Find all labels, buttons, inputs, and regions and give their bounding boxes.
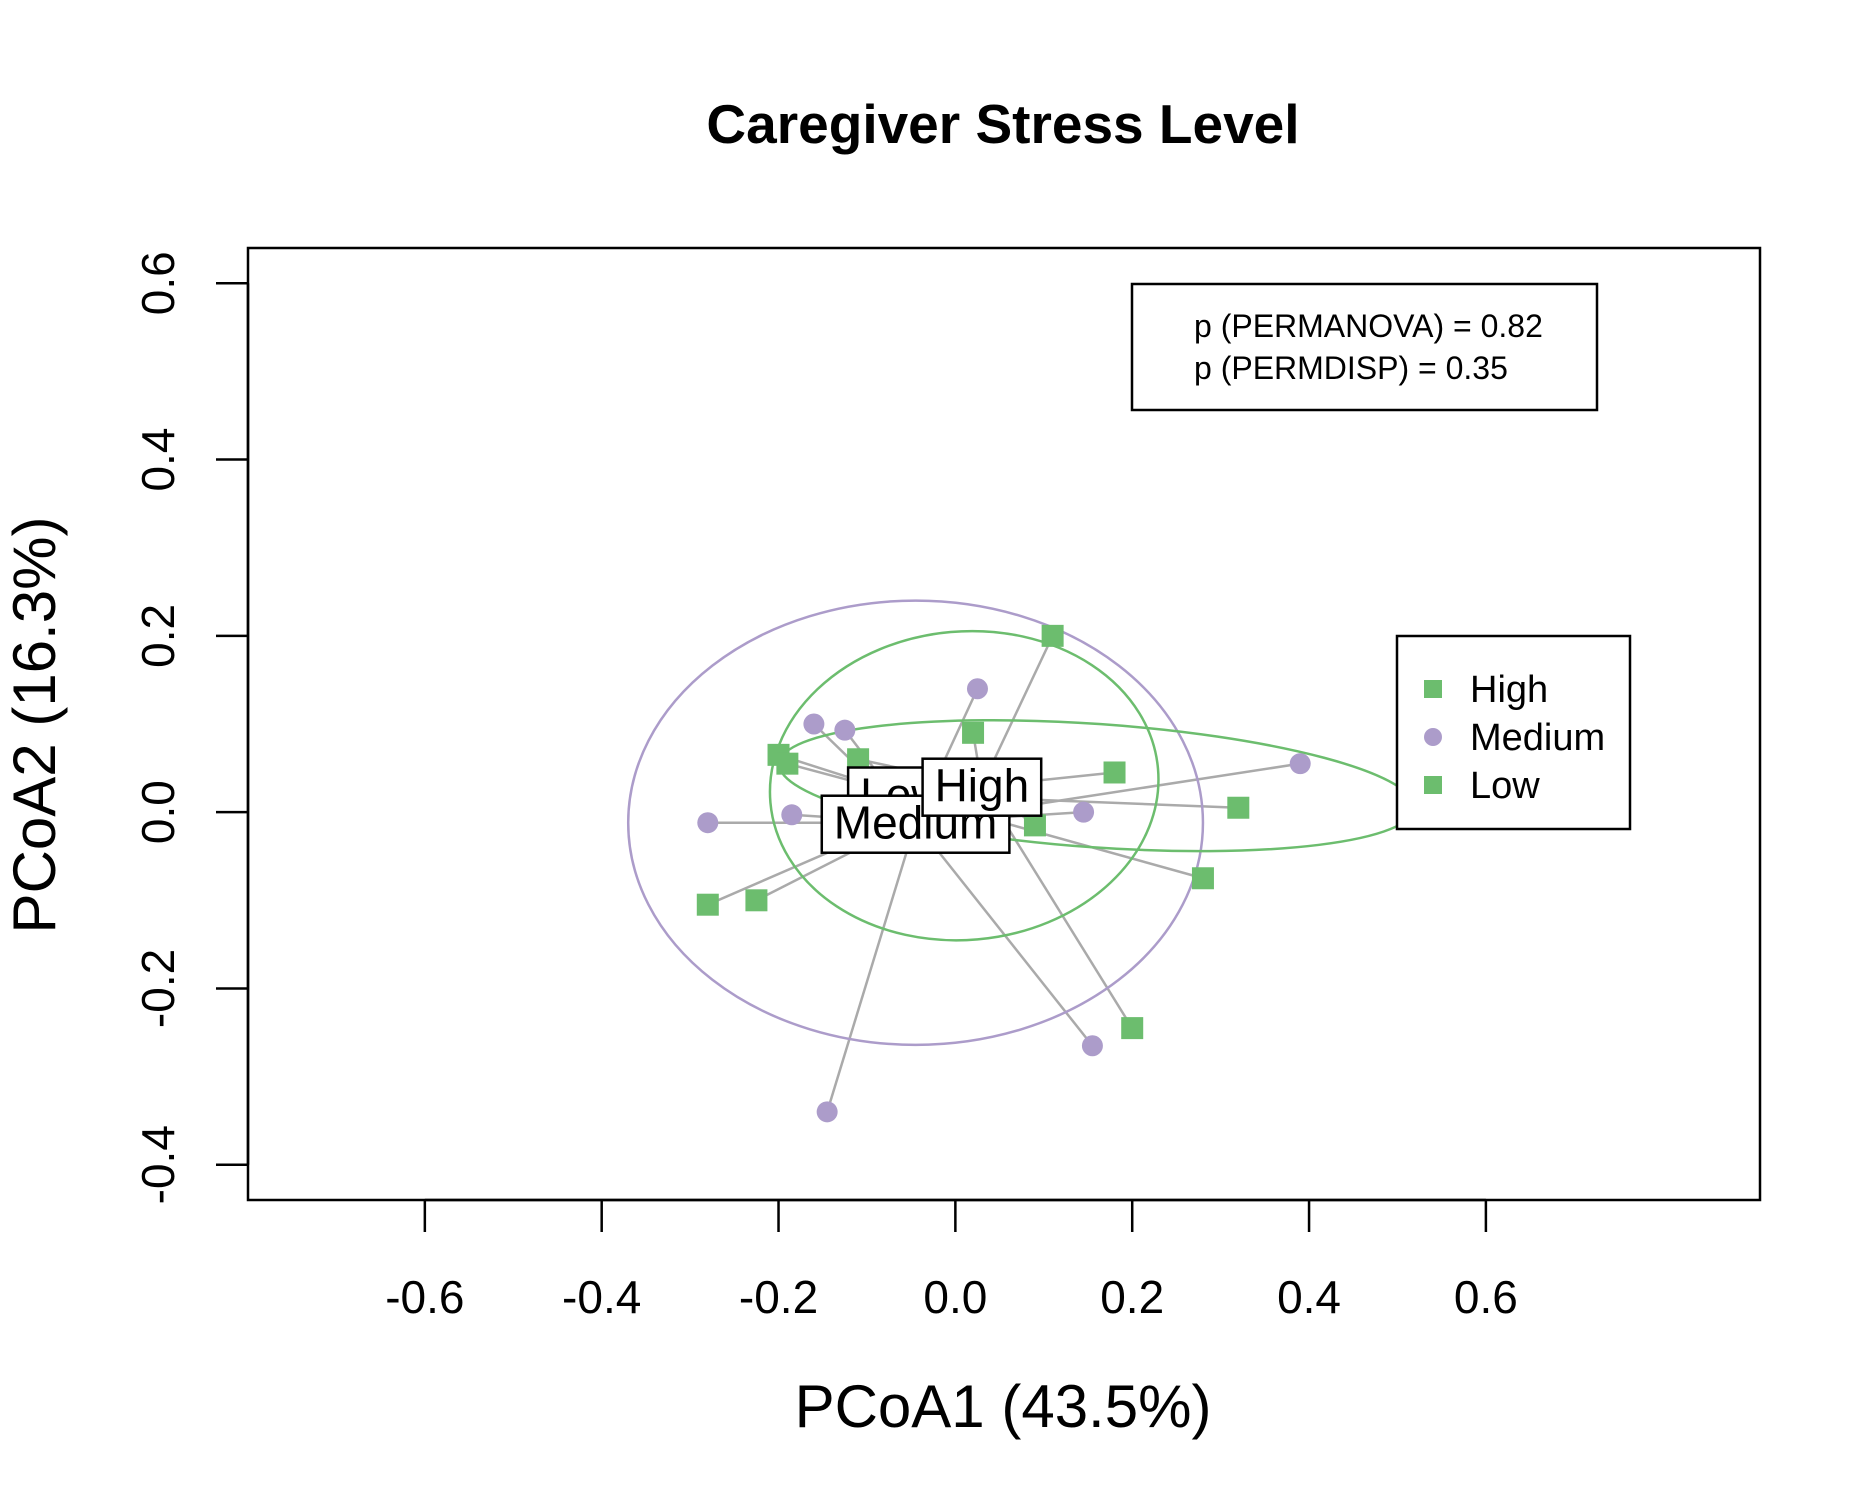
ellipse-high (768, 629, 1160, 942)
point-high (1023, 814, 1046, 837)
point-medium (781, 804, 803, 826)
ellipse-medium (626, 599, 1205, 1047)
point-medium (966, 678, 988, 700)
point-high (745, 889, 768, 912)
y-axis-label: PCoA2 (16.3%) (1, 517, 68, 934)
x-tick-label: -0.6 (385, 1271, 464, 1323)
legend-marker-medium (1424, 728, 1442, 746)
point-high (962, 721, 985, 744)
centroid-label-text: High (935, 760, 1030, 812)
point-low (1227, 796, 1250, 819)
legend-label-low: Low (1470, 765, 1540, 807)
point-medium (697, 812, 719, 834)
stats-permanova: p (PERMANOVA) = 0.82 (1194, 308, 1543, 344)
centroid-label-high: High (921, 757, 1043, 817)
stats-box-frame (1130, 282, 1599, 412)
x-tick-label: -0.4 (562, 1271, 641, 1323)
legend: High Medium Low (1395, 634, 1632, 831)
point-medium (834, 719, 856, 741)
point-medium (1289, 753, 1311, 775)
x-axis: -0.6 -0.4 -0.2 0.0 0.2 0.4 0.6 (385, 1198, 1518, 1323)
point-medium (816, 1101, 838, 1123)
point-high (847, 748, 870, 771)
point-low (776, 752, 799, 775)
point-low (1191, 867, 1214, 890)
centroid-labels: LowMediumHigh (820, 757, 1043, 854)
point-high (696, 893, 719, 916)
legend-label-medium: Medium (1470, 717, 1605, 759)
point-medium (1081, 1035, 1103, 1057)
y-tick-label: -0.4 (132, 1125, 184, 1204)
x-tick-label: -0.2 (739, 1271, 818, 1323)
y-tick-label: 0.4 (132, 428, 184, 492)
y-tick-label: 0.2 (132, 604, 184, 668)
stats-permdisp: p (PERMDISP) = 0.35 (1194, 350, 1508, 386)
y-axis: -0.4 -0.2 0.0 0.2 0.4 0.6 (132, 251, 250, 1204)
point-high (1121, 1017, 1144, 1040)
y-tick-label: 0.6 (132, 251, 184, 315)
point-medium (803, 713, 825, 735)
spider-line (825, 822, 917, 1113)
x-tick-label: 0.4 (1277, 1271, 1341, 1323)
y-tick-label: -0.2 (132, 949, 184, 1028)
legend-marker-low (1424, 776, 1442, 794)
spider-line (914, 821, 1094, 1047)
x-tick-label: 0.2 (1100, 1271, 1164, 1323)
point-medium (1073, 801, 1095, 823)
y-tick-label: 0.0 (132, 780, 184, 844)
point-high (1041, 624, 1064, 647)
x-tick-label: 0.0 (923, 1271, 987, 1323)
x-axis-label: PCoA1 (43.5%) (795, 1373, 1212, 1440)
data-points (696, 624, 1311, 1123)
legend-marker-high (1424, 680, 1442, 698)
point-low (1103, 761, 1126, 784)
legend-label-high: High (1470, 669, 1548, 711)
centroid-label-box (921, 757, 1043, 817)
chart-title: Caregiver Stress Level (706, 93, 1299, 155)
x-tick-label: 0.6 (1454, 1271, 1518, 1323)
stats-box: p (PERMANOVA) = 0.82 p (PERMDISP) = 0.35 (1130, 282, 1599, 412)
